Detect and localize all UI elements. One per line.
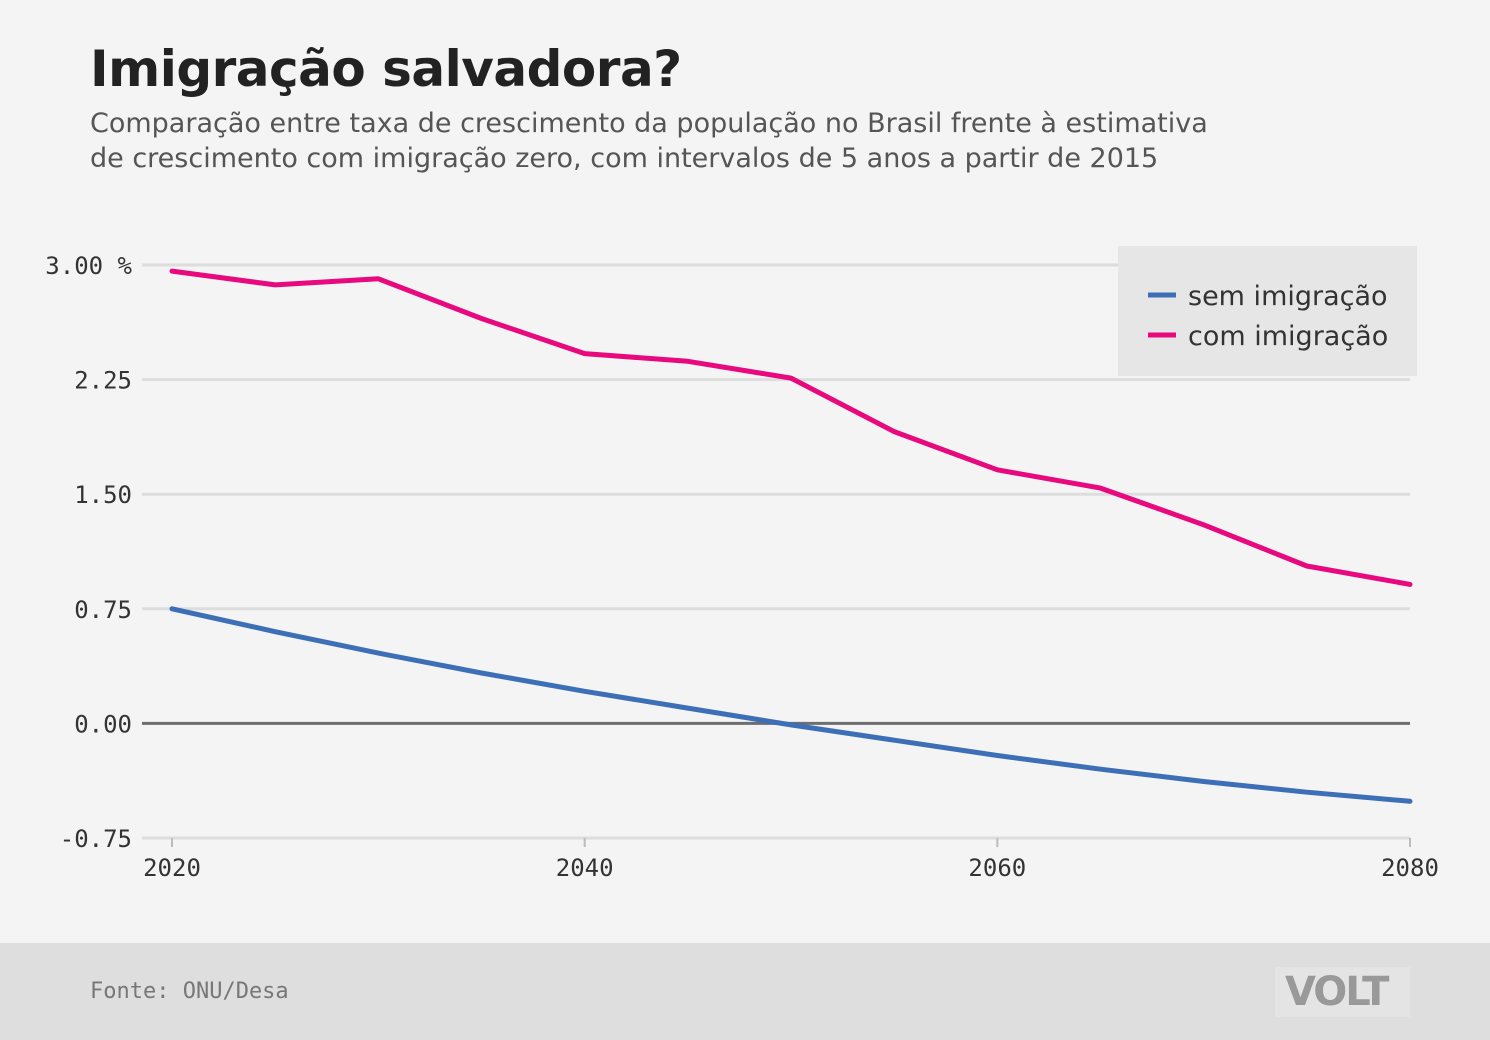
x-tick-label: 2080 [1381, 854, 1439, 882]
y-tick-label: 2.25 [74, 367, 132, 395]
subtitle-line-1: Comparação entre taxa de crescimento da … [90, 108, 1208, 139]
footer-bar: Fonte: ONU/Desa VOLT [0, 943, 1490, 1040]
y-tick-label: 3.00 % [45, 252, 132, 280]
chart-subtitle: Comparação entre taxa de crescimento da … [90, 106, 1350, 176]
x-tick-label: 2020 [143, 854, 201, 882]
chart-title: Imigração salvadora? [90, 40, 682, 98]
y-tick-label: 1.50 [74, 481, 132, 509]
legend-label: sem imigração [1188, 281, 1388, 312]
subtitle-line-2: de crescimento com imigração zero, com i… [90, 143, 1159, 174]
legend-box [1118, 246, 1417, 376]
legend-label: com imigração [1188, 321, 1388, 352]
y-tick-label: -0.75 [60, 825, 132, 853]
y-tick-label: 0.00 [74, 710, 132, 738]
y-tick-label: 0.75 [74, 596, 132, 624]
logo-box: VOLT [1275, 967, 1410, 1017]
x-tick-label: 2040 [556, 854, 614, 882]
axes: 3.00 % 2.25 1.50 0.75 0.00 -0.75 2020 2040 2060 2… [45, 252, 1439, 882]
x-tick-label: 2060 [968, 854, 1026, 882]
series-line [169, 268, 1413, 587]
series-line [169, 606, 1413, 804]
legend: sem imigração com imigração [1118, 246, 1417, 376]
source-note: Fonte: ONU/Desa [90, 979, 289, 1004]
line-chart: 3.00 % 2.25 1.50 0.75 0.00 -0.75 2020 2040 2060 2… [45, 246, 1439, 882]
series-lines [169, 268, 1413, 804]
volt-logo: VOLT [1285, 969, 1389, 1015]
